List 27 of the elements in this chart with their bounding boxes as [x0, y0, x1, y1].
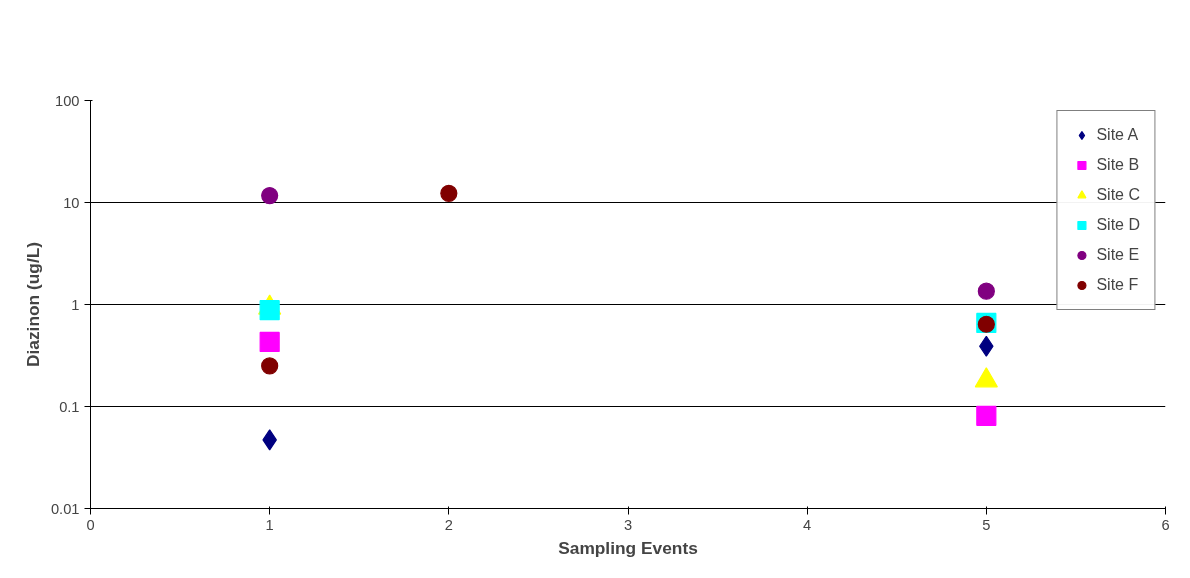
x-tick-label: 6	[1161, 516, 1170, 533]
point	[261, 186, 279, 205]
x-tick-label: 4	[803, 516, 812, 533]
point	[259, 300, 280, 321]
point	[259, 331, 280, 352]
y-axis-title: Diazinon (ug/L)	[22, 241, 43, 368]
y-tick-label: 0.01	[50, 500, 80, 517]
legend-label: Site D	[1096, 216, 1140, 234]
legend-label: Site E	[1096, 246, 1140, 264]
x-tick-label: 1	[265, 516, 274, 533]
point	[261, 357, 279, 375]
x-tick-label: 0	[86, 516, 95, 533]
point	[440, 184, 458, 202]
legend-label: Site A	[1096, 126, 1139, 144]
x-tick-label: 5	[982, 516, 991, 533]
point	[977, 282, 995, 300]
x-tick-label: 3	[623, 516, 633, 533]
x-axis-title: Sampling Events	[558, 537, 698, 558]
legend-label: Site B	[1096, 156, 1140, 174]
legend-label: Site C	[1096, 186, 1140, 204]
y-tick-label: 100	[55, 92, 80, 109]
y-tick-label: 0.1	[59, 398, 80, 415]
point	[976, 405, 997, 426]
legend-label: Site F	[1096, 276, 1139, 294]
x-tick-label: 2	[444, 516, 453, 533]
y-tick-label: 1	[71, 296, 80, 313]
y-tick-label: 10	[63, 194, 80, 211]
